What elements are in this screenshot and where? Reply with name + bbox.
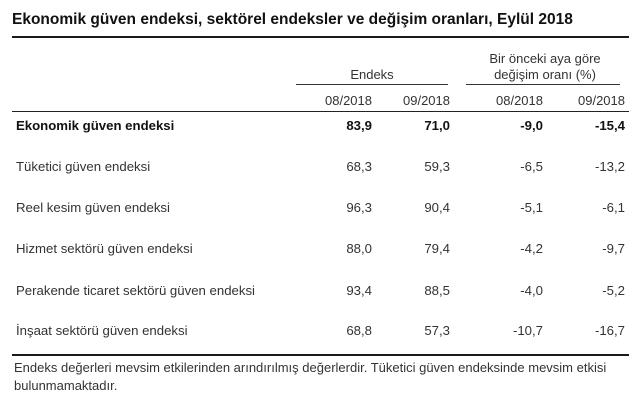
- change-09-value: -9,7: [602, 241, 625, 256]
- footnote: Endeks değerleri mevsim etkilerinden arı…: [14, 360, 607, 393]
- table-title: Ekonomik güven endeksi, sektörel endeksl…: [12, 11, 573, 28]
- change-08-value: -9,0: [520, 118, 543, 133]
- change-08-value: -5,1: [520, 200, 543, 215]
- endeks-group-underline: [296, 84, 448, 85]
- change-08-value: -4,2: [520, 241, 543, 256]
- change-09-value: -15,4: [594, 118, 625, 133]
- table-row: Reel kesim güven endeksi 96,3 90,4 -5,1 …: [0, 200, 640, 220]
- endeks-08-value: 68,8: [346, 323, 372, 338]
- bottom-rule: [12, 354, 629, 356]
- endeks-08-value: 83,9: [346, 118, 372, 133]
- change-08-value: -10,7: [512, 323, 543, 338]
- row-label: Hizmet sektörü güven endeksi: [16, 241, 193, 256]
- endeks-09-value: 79,4: [424, 241, 450, 256]
- endeks-08-value: 68,3: [346, 159, 372, 174]
- row-label: İnşaat sektörü güven endeksi: [16, 323, 188, 338]
- col-header-endeks-08: 08/2018: [325, 93, 372, 108]
- col-header-change-08: 08/2018: [496, 93, 543, 108]
- endeks-08-value: 96,3: [346, 200, 372, 215]
- change-09-value: -5,2: [602, 283, 625, 298]
- row-label: Tüketici güven endeksi: [16, 159, 151, 174]
- row-label: Ekonomik güven endeksi: [16, 118, 175, 133]
- table-row: Hizmet sektörü güven endeksi 88,0 79,4 -…: [0, 241, 640, 261]
- endeks-group-header: Endeks: [350, 67, 394, 82]
- table-row: Perakende ticaret sektörü güven endeksi …: [0, 283, 640, 303]
- col-header-change-09: 09/2018: [578, 93, 625, 108]
- endeks-08-value: 93,4: [346, 283, 372, 298]
- change-group-underline: [466, 84, 620, 85]
- change-group-header-line1: Bir önceki aya göre: [489, 51, 601, 66]
- table-row: Ekonomik güven endeksi 83,9 71,0 -9,0 -1…: [0, 118, 640, 138]
- header-bottom-rule: [12, 111, 629, 112]
- endeks-09-value: 90,4: [424, 200, 450, 215]
- endeks-09-value: 57,3: [424, 323, 450, 338]
- row-label: Perakende ticaret sektörü güven endeksi: [16, 283, 255, 298]
- change-09-value: -13,2: [594, 159, 625, 174]
- table-row: Tüketici güven endeksi 68,3 59,3 -6,5 -1…: [0, 159, 640, 179]
- change-group-header-line2: değişim oranı (%): [494, 67, 596, 82]
- change-09-value: -6,1: [602, 200, 625, 215]
- top-rule: [12, 36, 629, 38]
- endeks-09-value: 88,5: [424, 283, 450, 298]
- table-row: İnşaat sektörü güven endeksi 68,8 57,3 -…: [0, 323, 640, 343]
- col-header-endeks-09: 09/2018: [403, 93, 450, 108]
- change-08-value: -6,5: [520, 159, 543, 174]
- change-08-value: -4,0: [520, 283, 543, 298]
- change-09-value: -16,7: [594, 323, 625, 338]
- row-label: Reel kesim güven endeksi: [16, 200, 170, 215]
- endeks-09-value: 71,0: [424, 118, 450, 133]
- endeks-08-value: 88,0: [346, 241, 372, 256]
- endeks-09-value: 59,3: [424, 159, 450, 174]
